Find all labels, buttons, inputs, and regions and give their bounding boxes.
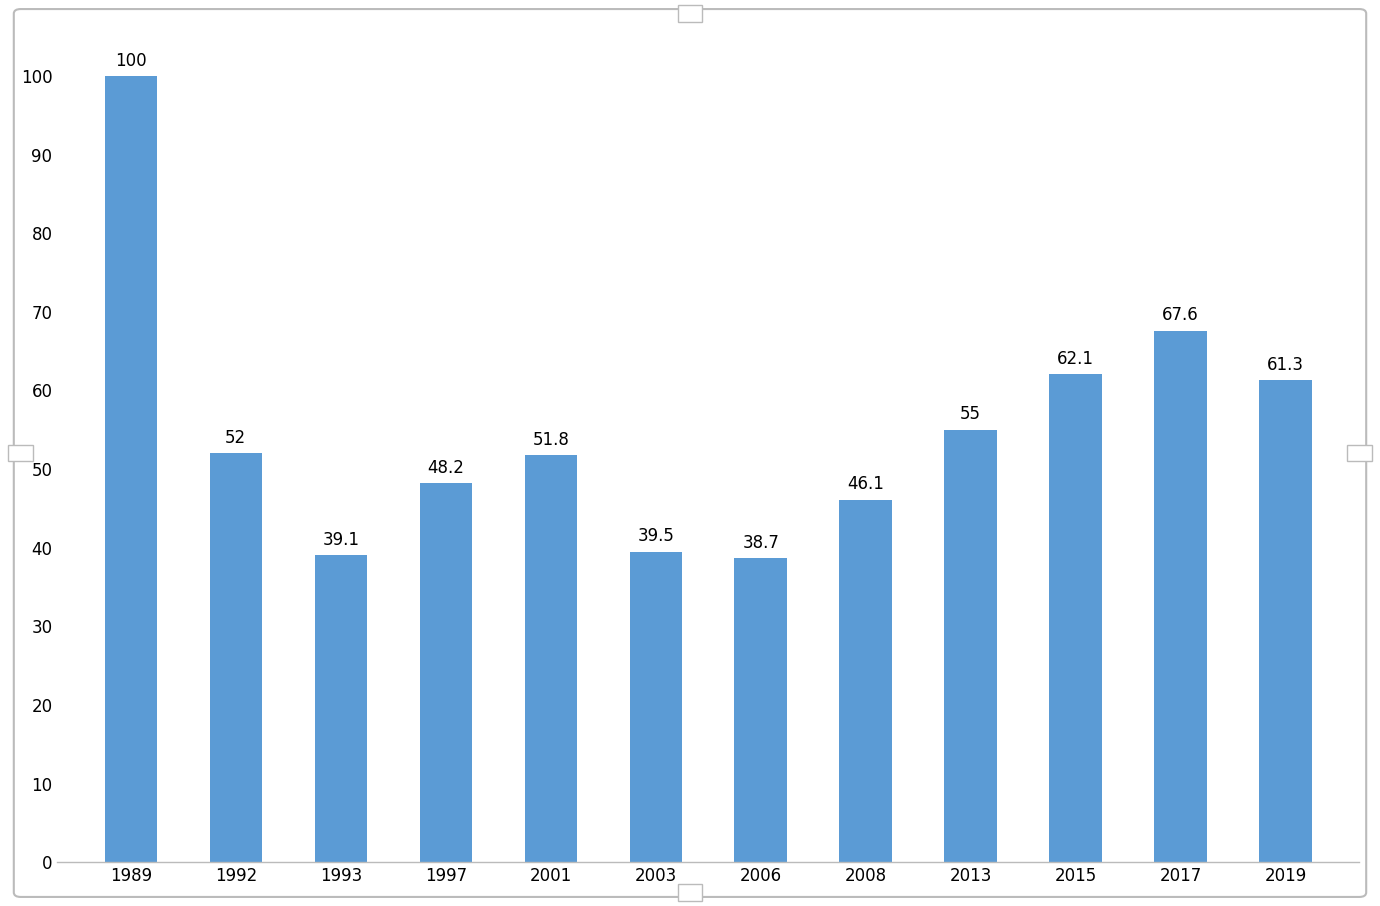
- Text: 46.1: 46.1: [847, 476, 885, 494]
- Bar: [734, 558, 787, 863]
- Text: 61.3: 61.3: [1267, 356, 1304, 374]
- Bar: [524, 455, 577, 863]
- Text: 39.1: 39.1: [323, 531, 359, 548]
- Bar: [1049, 374, 1103, 863]
- Bar: [839, 500, 891, 863]
- Text: 62.1: 62.1: [1057, 350, 1094, 368]
- Bar: [629, 552, 682, 863]
- Text: 100: 100: [115, 52, 146, 70]
- Text: 67.6: 67.6: [1162, 306, 1199, 324]
- Text: 39.5: 39.5: [638, 527, 675, 545]
- Bar: [420, 483, 472, 863]
- Text: 48.2: 48.2: [428, 459, 464, 477]
- Bar: [1260, 381, 1312, 863]
- Text: 51.8: 51.8: [533, 430, 569, 448]
- Bar: [105, 76, 157, 863]
- Text: 38.7: 38.7: [742, 534, 780, 552]
- Bar: [1155, 331, 1208, 863]
- Bar: [944, 429, 996, 863]
- Text: 55: 55: [960, 406, 981, 423]
- Bar: [315, 554, 367, 863]
- Bar: [210, 453, 262, 863]
- Text: 52: 52: [225, 429, 247, 447]
